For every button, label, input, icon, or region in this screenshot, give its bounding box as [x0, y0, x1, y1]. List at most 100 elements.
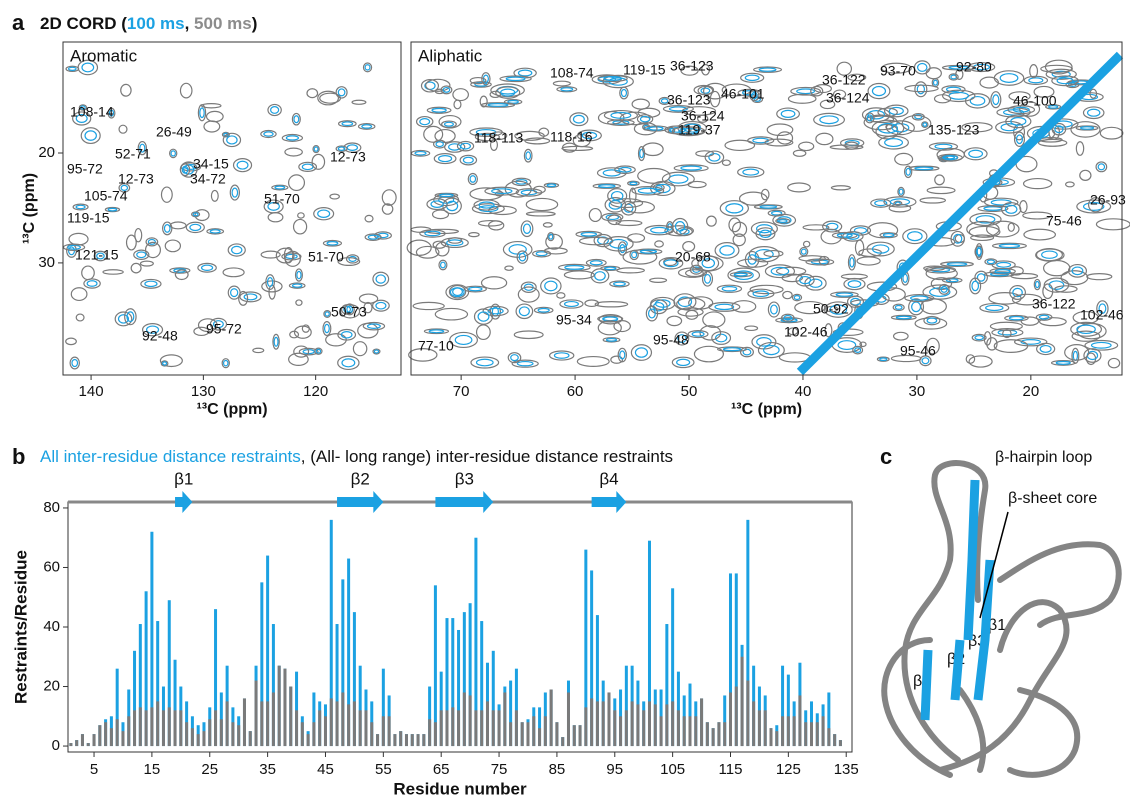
contour-blob — [677, 307, 704, 317]
contour-blob — [197, 318, 218, 333]
contour-blob — [993, 70, 1025, 86]
contour-blob — [322, 320, 332, 337]
contour-blob — [680, 65, 699, 76]
contour-blob — [941, 89, 976, 103]
bar — [688, 716, 692, 747]
protein-structure — [881, 460, 1122, 778]
contour-blob — [159, 354, 183, 368]
peak-label: 75-46 — [1046, 213, 1082, 229]
bar — [480, 710, 484, 747]
contour-blob — [544, 280, 558, 292]
contour-blob — [75, 313, 85, 322]
bar — [190, 728, 194, 747]
contour-blob — [948, 65, 970, 70]
bar — [214, 609, 218, 747]
contour-blob — [717, 346, 748, 353]
contour-blob — [1087, 197, 1104, 213]
contour-blob — [341, 358, 356, 368]
contour-blob — [603, 109, 638, 121]
contour-blob — [721, 159, 731, 166]
contour-blob — [1038, 317, 1067, 327]
contour-blob — [757, 341, 785, 359]
contour-blob — [674, 331, 690, 346]
contour-blob — [563, 270, 595, 280]
bar — [381, 668, 385, 747]
contour-blob — [685, 269, 704, 278]
contour-blob — [296, 270, 302, 280]
contour-blob — [291, 283, 303, 288]
contour-blob — [337, 146, 346, 151]
contour-blob — [1040, 64, 1073, 73]
bar — [723, 695, 727, 747]
bar — [595, 615, 599, 747]
contour-blob — [934, 174, 945, 186]
contour-blob — [557, 263, 591, 272]
contour-blob — [961, 122, 993, 133]
contour-blob — [791, 293, 803, 302]
bar — [341, 692, 345, 747]
contour-blob — [636, 114, 654, 125]
contour-blob — [1054, 125, 1064, 134]
contour-blob — [406, 239, 432, 256]
header-part: 500 ms — [194, 14, 252, 33]
legend-entry: (All- long range) inter-residue distance… — [310, 447, 673, 466]
contour-blob — [1033, 85, 1055, 98]
strand — [920, 649, 933, 721]
y-axis-label: ¹³C (ppm) — [21, 173, 38, 244]
contour-blob — [691, 331, 705, 337]
contour-blob — [662, 105, 694, 113]
contour-blob — [752, 290, 770, 298]
contour-blob — [634, 248, 663, 255]
contour-blob — [946, 262, 968, 267]
bar — [572, 725, 576, 747]
bar — [352, 612, 356, 747]
contour-blob — [664, 225, 695, 237]
bar — [462, 612, 466, 747]
contour-blob — [576, 129, 602, 142]
header-part: , — [185, 14, 194, 33]
contour-blob — [780, 313, 795, 322]
contour-blob — [819, 115, 839, 125]
contour-blob — [301, 163, 314, 171]
peak-label: 36-123 — [667, 92, 711, 108]
contour-blob — [923, 265, 946, 271]
contour-blob — [179, 82, 193, 99]
contour-blob — [677, 334, 687, 344]
contour-blob — [231, 245, 243, 255]
contour-blob — [449, 287, 465, 298]
contour-blob — [953, 233, 963, 244]
contour-blob — [793, 295, 801, 301]
contour-blob — [137, 140, 148, 156]
contour-blob — [840, 273, 868, 280]
contour-blob — [532, 185, 546, 194]
contour-blob — [799, 275, 812, 285]
contour-blob — [905, 167, 911, 176]
contour-blob — [367, 234, 379, 240]
contour-blob — [740, 72, 765, 83]
contour-blob — [480, 276, 508, 290]
contour-blob — [701, 271, 714, 287]
contour-blob — [711, 331, 732, 345]
contour-blob — [654, 240, 664, 248]
contour-blob — [525, 151, 532, 161]
bar — [462, 692, 466, 747]
contour-blob — [763, 249, 784, 258]
peak-label: 108-14 — [70, 104, 114, 120]
bar — [775, 731, 779, 747]
peak-label: 95-72 — [206, 321, 242, 337]
peak-label: 36-122 — [822, 72, 866, 88]
contour-blob — [883, 104, 909, 118]
bar — [138, 624, 142, 747]
contour-blob — [756, 224, 773, 234]
contour-blob — [1070, 121, 1101, 138]
legend-separator: , — [301, 447, 310, 466]
contour-blob — [699, 325, 722, 341]
contour-blob — [77, 59, 99, 76]
contour-blob — [724, 139, 756, 152]
contour-blob — [604, 197, 627, 213]
contour-blob — [904, 294, 935, 303]
peak-label: 102-46 — [784, 324, 828, 340]
contour-blob — [658, 96, 671, 105]
contour-blob — [1029, 64, 1039, 79]
contour-blob — [203, 120, 221, 133]
